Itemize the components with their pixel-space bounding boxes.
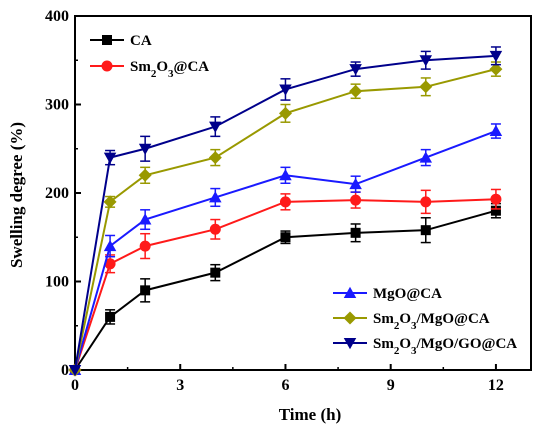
y-tick-label: 400 (45, 8, 69, 25)
data-point (349, 177, 362, 190)
legend: CA Sm2O3@CA MgO@CA Sm2O3/MgO@CA Sm2O3/MgO/GO… (90, 33, 517, 357)
axes: 0 3 6 9 12 0 100 200 300 400 (45, 8, 532, 394)
legend-label: Sm2O3/MgO@CA (373, 311, 490, 332)
data-point (209, 191, 222, 203)
x-tick-label: 3 (176, 377, 184, 394)
x-axis-title: Time (h) (279, 405, 342, 424)
data-point (104, 258, 116, 270)
data-point (209, 223, 221, 235)
series-2 (68, 123, 503, 375)
data-point (490, 205, 501, 216)
series-4 (68, 46, 503, 377)
series-layer (68, 46, 503, 377)
y-tick-label: 100 (45, 274, 69, 291)
legend-entry: Sm2O3/MgO@CA (333, 311, 490, 332)
data-point (105, 311, 116, 322)
legend-marker (343, 286, 357, 298)
data-point (490, 193, 502, 205)
data-point (279, 84, 292, 96)
data-point (419, 80, 433, 94)
legend-entry: MgO@CA (333, 286, 442, 302)
data-point (138, 213, 152, 225)
x-tick-label: 0 (71, 377, 79, 394)
legend-marker (343, 311, 357, 325)
series-3 (68, 61, 503, 377)
data-point (103, 195, 117, 209)
y-axis-title: Swelling degree (%) (7, 122, 26, 268)
data-point (280, 232, 291, 243)
data-point (350, 194, 362, 206)
series-line (74, 68, 497, 371)
series-line (74, 130, 497, 371)
data-point (349, 84, 363, 98)
legend-label: Sm2O3/MgO/GO@CA (373, 336, 517, 357)
data-point (419, 55, 433, 67)
data-point (278, 106, 292, 120)
data-point (103, 239, 117, 252)
series-line (74, 198, 496, 371)
data-point (489, 124, 503, 137)
data-point (209, 121, 222, 133)
data-point (349, 64, 362, 76)
data-point (138, 143, 152, 155)
data-point (139, 240, 151, 252)
data-point (138, 168, 152, 182)
x-tick-label: 6 (281, 377, 289, 394)
data-point (419, 151, 433, 163)
legend-entry: CA (90, 33, 152, 49)
data-point (420, 225, 431, 236)
data-point (279, 196, 291, 208)
data-point (103, 152, 117, 164)
data-point (489, 50, 503, 63)
legend-marker (102, 35, 112, 45)
legend-marker (343, 338, 357, 350)
legend-entry: Sm2O3@CA (90, 59, 209, 80)
data-point (208, 151, 222, 165)
series-line (74, 54, 496, 371)
data-point (68, 365, 82, 377)
y-tick-label: 300 (45, 97, 69, 114)
data-point (210, 267, 221, 278)
data-point (140, 285, 151, 296)
data-point (350, 227, 361, 238)
data-point (420, 196, 432, 208)
legend-label: Sm2O3@CA (130, 59, 209, 80)
data-point (489, 62, 503, 76)
x-tick-label: 12 (488, 377, 504, 394)
x-tick-label: 9 (387, 377, 395, 394)
data-point (279, 169, 292, 181)
legend-label: CA (130, 33, 152, 49)
series-line (74, 209, 497, 371)
legend-entry: Sm2O3/MgO/GO@CA (333, 336, 517, 357)
y-tick-label: 0 (61, 362, 69, 379)
y-tick-label: 200 (45, 185, 69, 202)
legend-marker (101, 60, 113, 72)
legend-label: MgO@CA (373, 286, 442, 302)
